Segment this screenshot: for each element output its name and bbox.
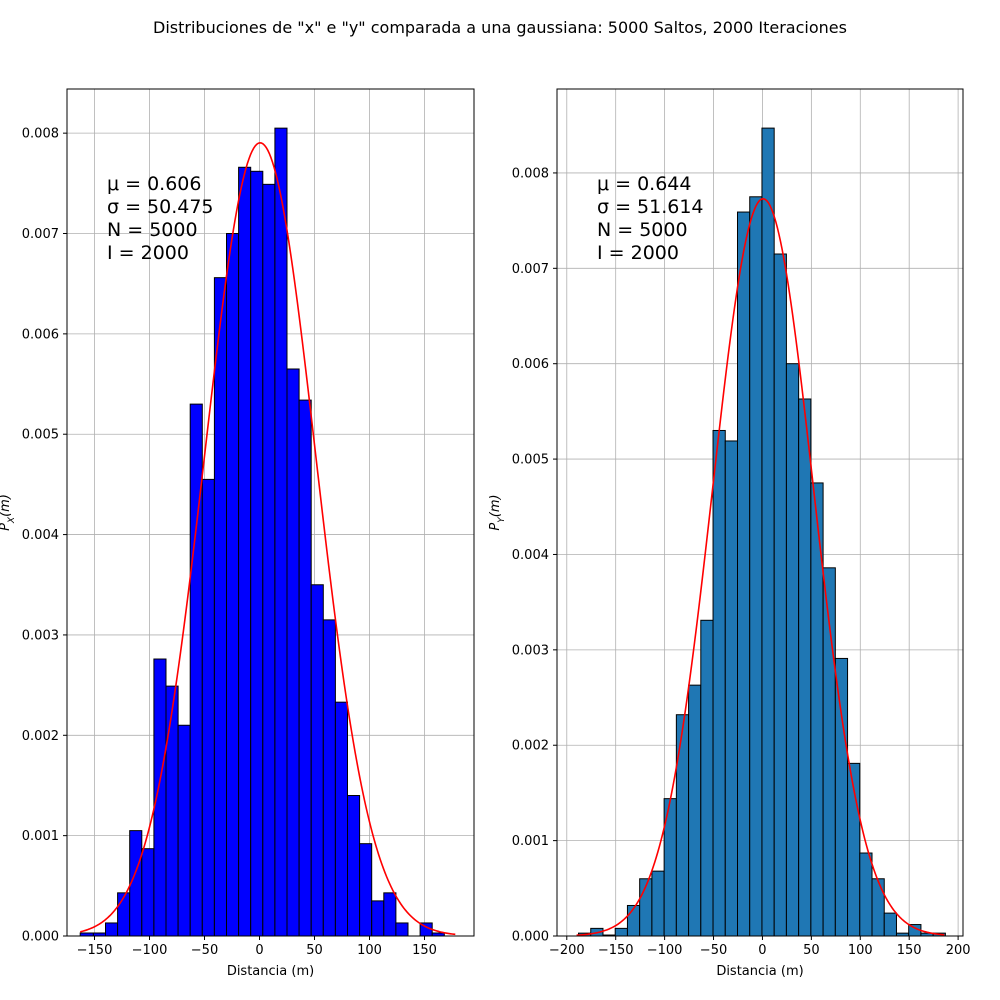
histogram-bar [177,724,191,937]
y-tick-label: 0.000 [512,930,549,945]
y-tick-label: 0.006 [512,357,549,372]
y-tick-label: 0.003 [512,643,549,658]
x-tick-label: −50 [191,943,218,958]
y-tick-label: 0.007 [512,262,549,277]
x-axis-label: Distancia (m) [227,964,314,979]
histogram-bar [773,253,787,937]
histogram-bar [165,685,179,937]
histogram-bar [310,584,324,937]
y-tick-label: 0.004 [512,548,549,563]
histogram-bar [798,398,812,937]
histogram-panel-x: −150 −100 −50 0 50 100 150 0.000 0.001 0.002 0.003… [0,88,475,979]
x-tick-label: 0 [758,943,766,958]
y-tick-label: 0.005 [22,428,59,443]
y-tick-label: 0.008 [22,127,59,142]
y-tick-label: 0.000 [22,930,59,945]
histogram-bar [859,852,873,937]
x-tick-label: −100 [647,943,683,958]
figure-title: Distribuciones de "x" e "y" comparada a … [153,18,847,37]
x-tick-label: 0 [255,943,263,958]
histogram-bar [334,701,348,937]
y-tick-label: 0.002 [22,729,59,744]
y-tick-label: 0.007 [22,227,59,242]
x-tick-label: −150 [598,943,634,958]
histogram-bar [626,904,641,937]
histogram-bar [383,892,397,937]
y-tick-label: 0.001 [22,829,59,844]
histogram-panel-y: −200 −150 −100 −50 0 50 100 150 200 0.000 0.001 0.0… [488,88,971,979]
x-tick-label: 150 [897,943,922,958]
x-tick-label: −100 [132,943,168,958]
histogram-bar [712,429,726,937]
histogram-bar [834,657,849,937]
y-tick-label: 0.003 [22,628,59,643]
histogram-bar [371,900,385,937]
gaussian-curve [576,197,945,936]
y-axis-label: PX(m) [0,494,17,531]
y-tick-label: 0.006 [22,327,59,342]
histogram-bar [286,368,300,937]
x-tick-label: 100 [848,943,873,958]
x-tick-label: 50 [306,943,323,958]
histogram-bar [359,843,373,937]
stat-n: N = 5000 [107,219,198,241]
histogram-bar [688,684,702,937]
histogram-bar [749,196,763,937]
x-axis-label: Distancia (m) [716,964,803,979]
histogram-bar [724,440,738,937]
histogram-bar [189,403,203,937]
stat-sigma: σ = 50.475 [107,196,214,218]
y-axis-label: PY(m) [488,494,507,530]
histogram-bar [117,892,131,937]
histogram-bar [700,619,714,937]
stat-i: I = 2000 [597,242,679,264]
histogram-bar [226,233,240,937]
histogram-bar [761,127,775,937]
stat-mu: μ = 0.606 [107,173,201,195]
gaussian-curve [80,142,456,936]
histogram-bar [651,870,665,937]
histogram-bar [274,127,288,937]
histogram-bar [736,211,751,937]
histogram-bar [105,922,119,937]
stat-n: N = 5000 [597,219,688,241]
axes-frame [66,88,475,937]
stat-sigma: σ = 51.614 [597,196,704,218]
stat-i: I = 2000 [107,242,189,264]
histogram-bar [201,478,215,937]
histogram-bar [322,619,336,937]
y-tick-label: 0.004 [22,528,59,543]
histogram-bar [614,927,628,937]
histogram-bar [347,795,361,937]
y-tick-label: 0.008 [512,166,549,181]
stat-mu: μ = 0.644 [597,173,691,195]
x-tick-label: 150 [412,943,437,958]
x-tick-label: −150 [77,943,113,958]
x-tick-label: −50 [700,943,727,958]
histogram-bar [141,848,155,937]
histogram-bar [298,399,312,937]
histogram-bar [871,878,885,937]
x-tick-label: 50 [803,943,820,958]
histogram-bar [675,714,690,937]
histogram-bar [262,183,276,937]
histogram-bar [883,912,897,937]
x-tick-label: 200 [946,943,971,958]
y-tick-label: 0.001 [512,834,549,849]
axes-frame [556,88,964,937]
histogram-bar [238,166,252,937]
histogram-bar [213,277,227,937]
y-tick-label: 0.005 [512,453,549,468]
histogram-bar [785,363,800,937]
histogram-bar [250,170,264,937]
y-tick-label: 0.002 [512,739,549,754]
x-tick-label: 100 [357,943,382,958]
histogram-bar [395,922,409,937]
x-tick-label: −200 [549,943,585,958]
